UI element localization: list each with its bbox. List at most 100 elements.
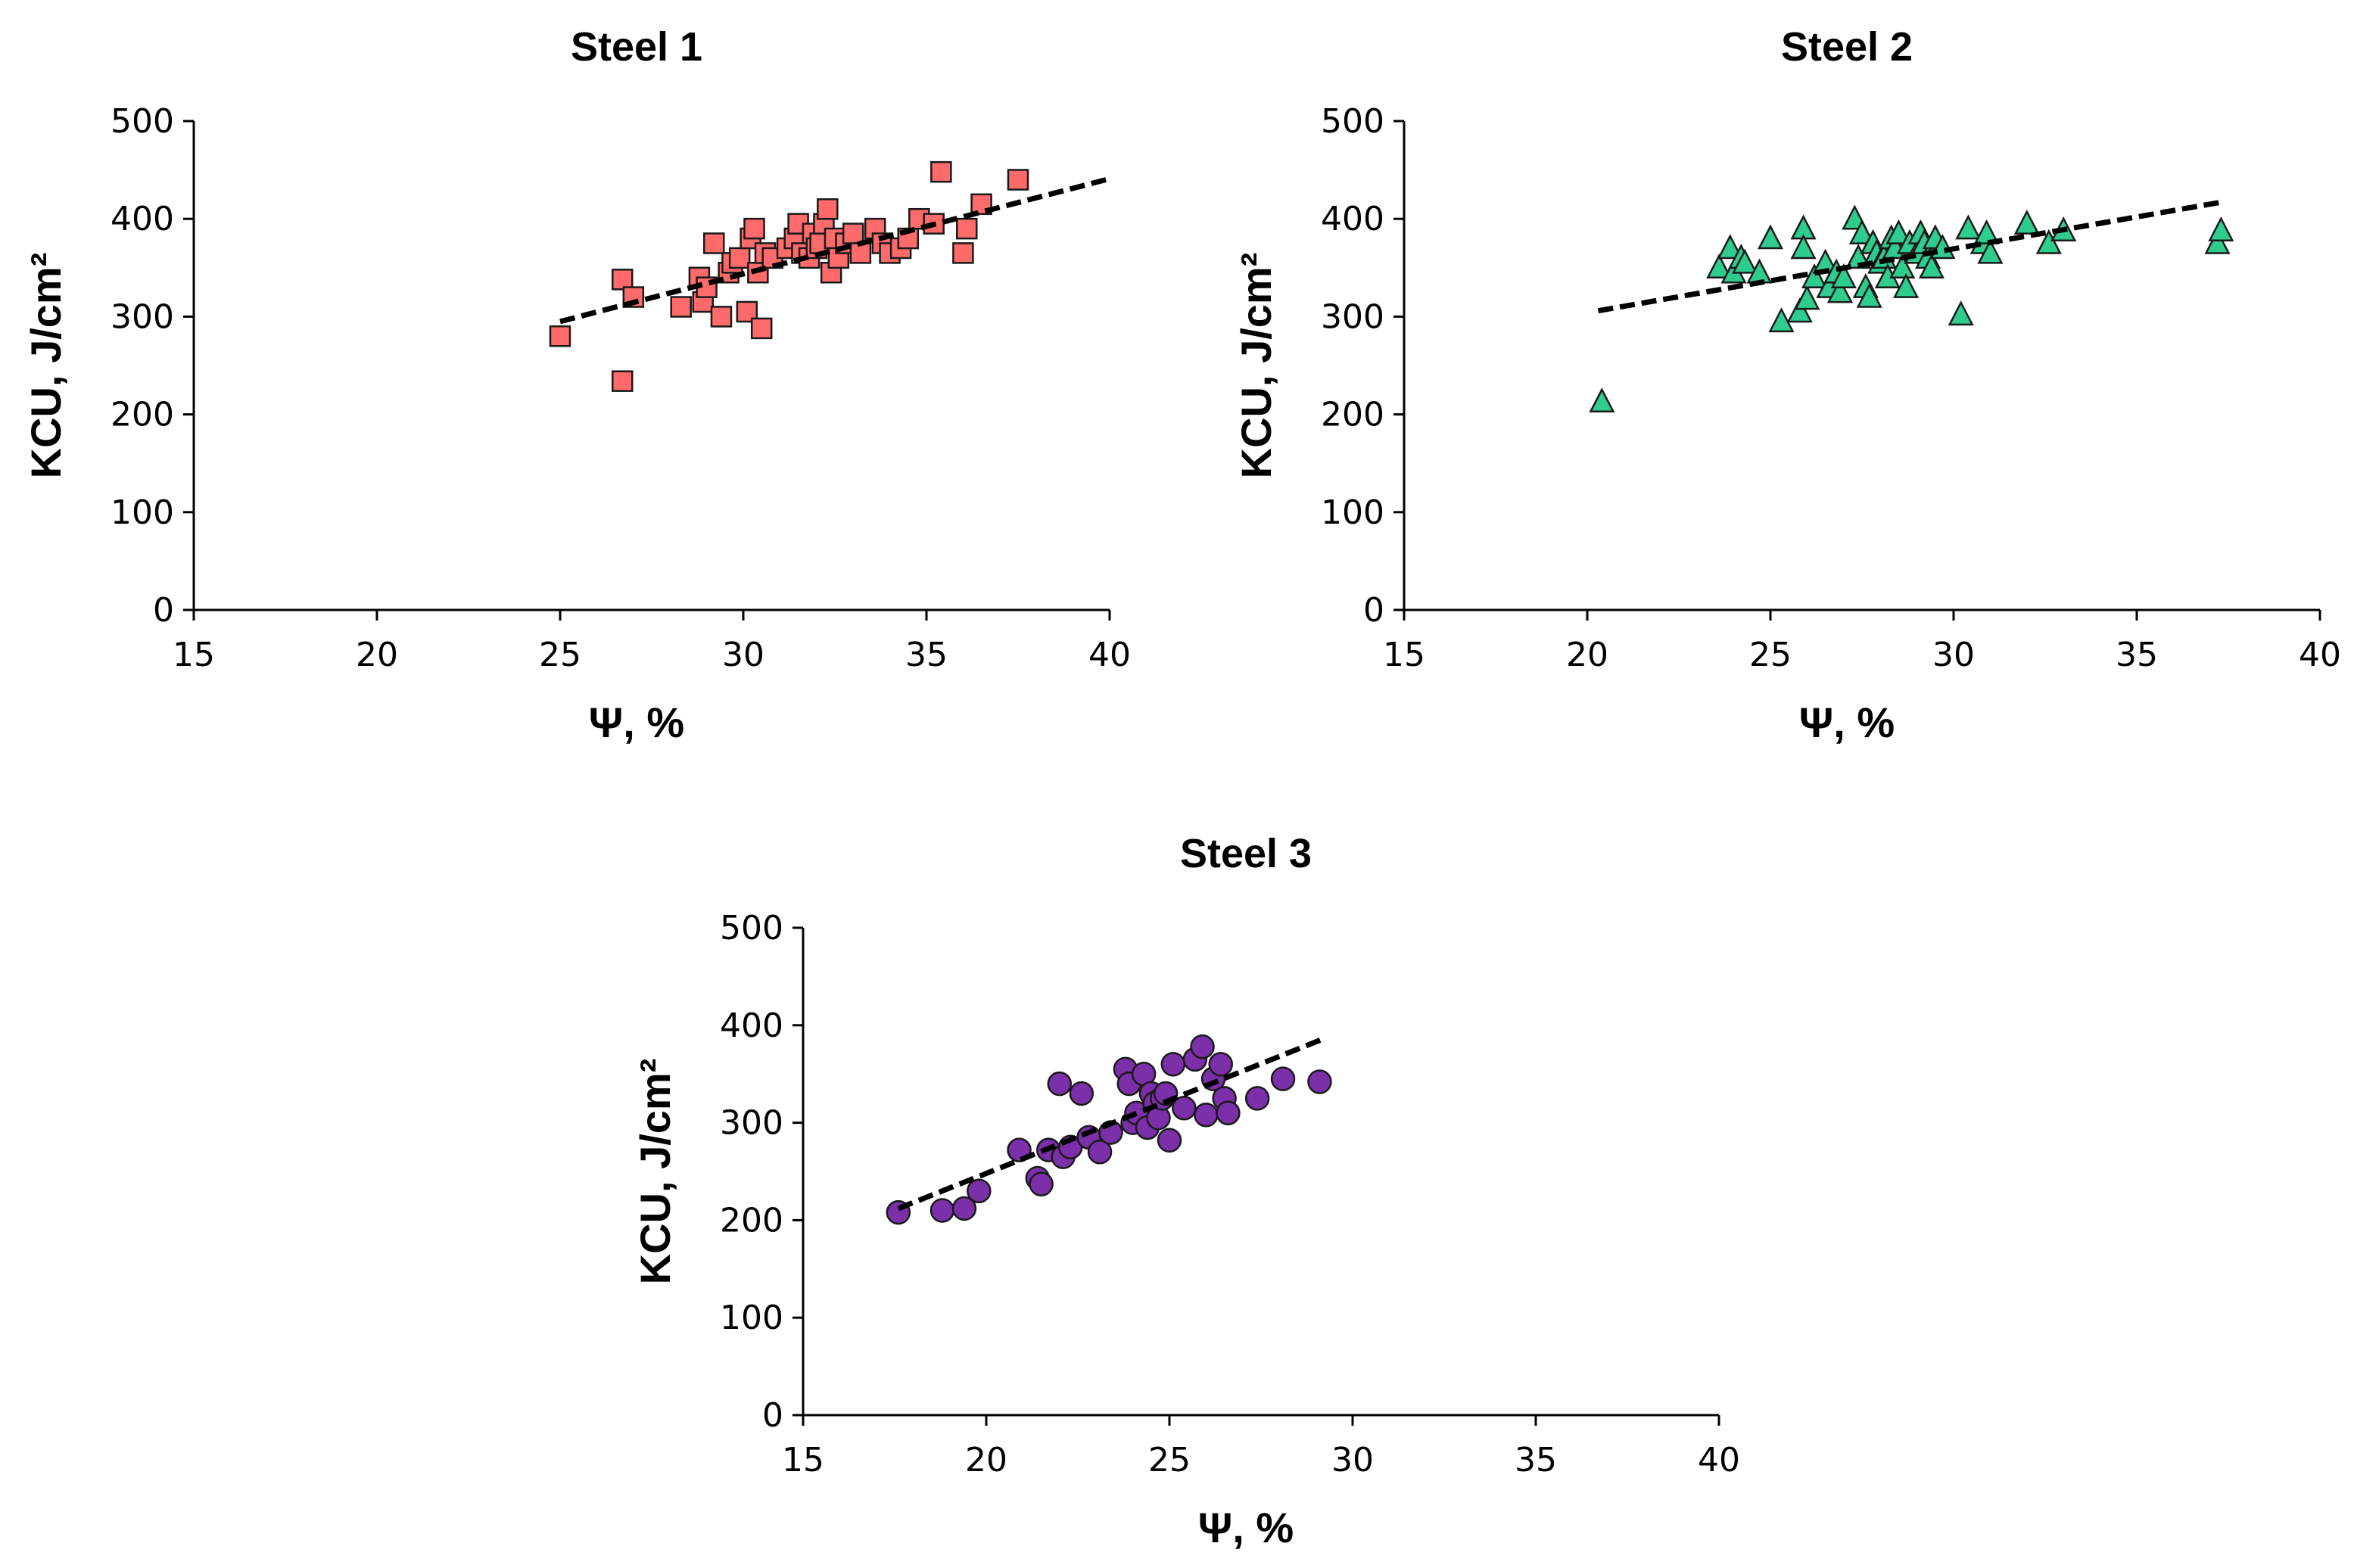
- data-point: [2035, 229, 2062, 254]
- trend-line: [897, 1036, 1325, 1212]
- data-point: [1706, 254, 1733, 279]
- y-tick-label: 500: [111, 102, 174, 141]
- data-point: [1160, 1052, 1186, 1077]
- y-tick-label: 200: [1321, 396, 1384, 434]
- chart-steel-2: Steel 2 Ψ, % KCU, J/cm² 0 100 200 300 400 500…: [1232, 24, 2341, 746]
- data-point: [1007, 169, 1029, 191]
- data-point: [750, 317, 773, 340]
- data-point: [1885, 219, 1912, 244]
- x-tick-label: 25: [1148, 1441, 1191, 1479]
- x-tick-label: 15: [782, 1441, 824, 1479]
- y-tick-label: 100: [111, 493, 174, 532]
- y-tick-label: 500: [720, 909, 783, 947]
- y-tick-label: 0: [762, 1396, 783, 1435]
- data-point: [1087, 1139, 1113, 1165]
- y-axis-label: KCU, J/cm²: [631, 1059, 679, 1285]
- x-tick-label: 30: [722, 636, 764, 674]
- data-point: [1794, 285, 1820, 310]
- data-point: [743, 217, 765, 240]
- x-tick-label: 40: [1088, 636, 1131, 674]
- y-tick-label: 0: [1363, 591, 1384, 630]
- data-point: [1190, 1034, 1215, 1059]
- data-point: [2204, 229, 2231, 254]
- data-point: [728, 247, 751, 269]
- data-point: [930, 160, 952, 183]
- y-tick-label: 300: [1321, 297, 1384, 336]
- data-point: [1856, 282, 1882, 308]
- y-tick-label: 0: [153, 591, 174, 630]
- data-point: [1889, 254, 1916, 279]
- x-tick-label: 35: [905, 636, 948, 674]
- data-point: [967, 1178, 992, 1204]
- data-point: [1768, 307, 1795, 333]
- y-tick-label: 300: [111, 297, 174, 336]
- data-point: [1977, 238, 2004, 264]
- data-point: [952, 242, 974, 264]
- data-point: [1790, 234, 1817, 260]
- data-point: [710, 306, 733, 328]
- x-tick-label: 25: [1749, 636, 1792, 674]
- data-point: [1270, 1066, 1296, 1091]
- x-tick-label: 15: [1383, 636, 1425, 674]
- data-point: [929, 1198, 955, 1223]
- data-point: [1047, 1071, 1073, 1097]
- data-point: [1717, 234, 1743, 260]
- data-point: [1029, 1171, 1054, 1196]
- data-point: [1786, 297, 1813, 323]
- x-tick-label: 40: [2299, 636, 2341, 674]
- chart-title: Steel 1: [571, 24, 702, 70]
- chart-title: Steel 2: [1781, 24, 1913, 70]
- y-tick-label: 300: [720, 1104, 783, 1143]
- data-point: [849, 242, 872, 264]
- data-point: [1955, 214, 1982, 240]
- data-point: [1848, 219, 1876, 244]
- y-tick-label: 200: [111, 396, 174, 434]
- y-tick-label: 400: [720, 1006, 783, 1045]
- data-point: [670, 296, 692, 318]
- y-tick-label: 200: [720, 1201, 783, 1240]
- chart-steel-3: Steel 3 Ψ, % KCU, J/cm² 0 100 200 300 400 500…: [631, 831, 1740, 1551]
- data-point: [1757, 224, 1784, 250]
- data-point: [955, 217, 978, 240]
- y-tick-label: 400: [111, 200, 174, 238]
- data-point: [817, 198, 839, 220]
- trend-line: [1597, 199, 2222, 314]
- data-point: [1244, 1086, 1270, 1111]
- data-point: [736, 300, 758, 323]
- data-point: [1973, 219, 2000, 244]
- data-point: [1826, 278, 1854, 303]
- data-point: [842, 222, 864, 244]
- data-point: [1069, 1081, 1094, 1106]
- y-axis-label: KCU, J/cm²: [22, 253, 70, 479]
- x-axis-label: Ψ, %: [1198, 1504, 1294, 1551]
- x-tick-label: 25: [539, 636, 581, 674]
- trend-line: [559, 176, 1110, 325]
- chart-steel-1: Steel 1 Ψ, % KCU, J/cm² 0 100 200 300 400 500…: [22, 24, 1131, 746]
- data-point: [1589, 387, 1615, 413]
- data-point: [1918, 254, 1945, 279]
- x-axis-label: Ψ, %: [1799, 698, 1895, 746]
- data-point: [1194, 1103, 1219, 1128]
- x-tick-label: 20: [1566, 636, 1608, 674]
- data-point: [1830, 263, 1857, 288]
- chart-title: Steel 3: [1180, 831, 1312, 876]
- data-point: [612, 370, 634, 392]
- data-point: [1172, 1096, 1197, 1121]
- data-point: [1307, 1069, 1332, 1094]
- data-point: [1801, 263, 1828, 288]
- data-point: [2208, 216, 2234, 241]
- x-axis-label: Ψ, %: [589, 698, 684, 746]
- data-point: [1208, 1052, 1234, 1077]
- y-tick-label: 100: [1321, 493, 1384, 532]
- data-point: [951, 1196, 977, 1221]
- y-axis-label: KCU, J/cm²: [1232, 253, 1280, 479]
- data-point: [612, 269, 634, 291]
- x-tick-label: 35: [1515, 1441, 1557, 1479]
- x-tick-label: 15: [173, 636, 215, 674]
- y-tick-label: 400: [1321, 200, 1384, 238]
- data-point: [549, 325, 571, 347]
- x-tick-label: 30: [1932, 636, 1975, 674]
- x-tick-label: 20: [965, 1441, 1007, 1479]
- data-point: [1216, 1100, 1241, 1125]
